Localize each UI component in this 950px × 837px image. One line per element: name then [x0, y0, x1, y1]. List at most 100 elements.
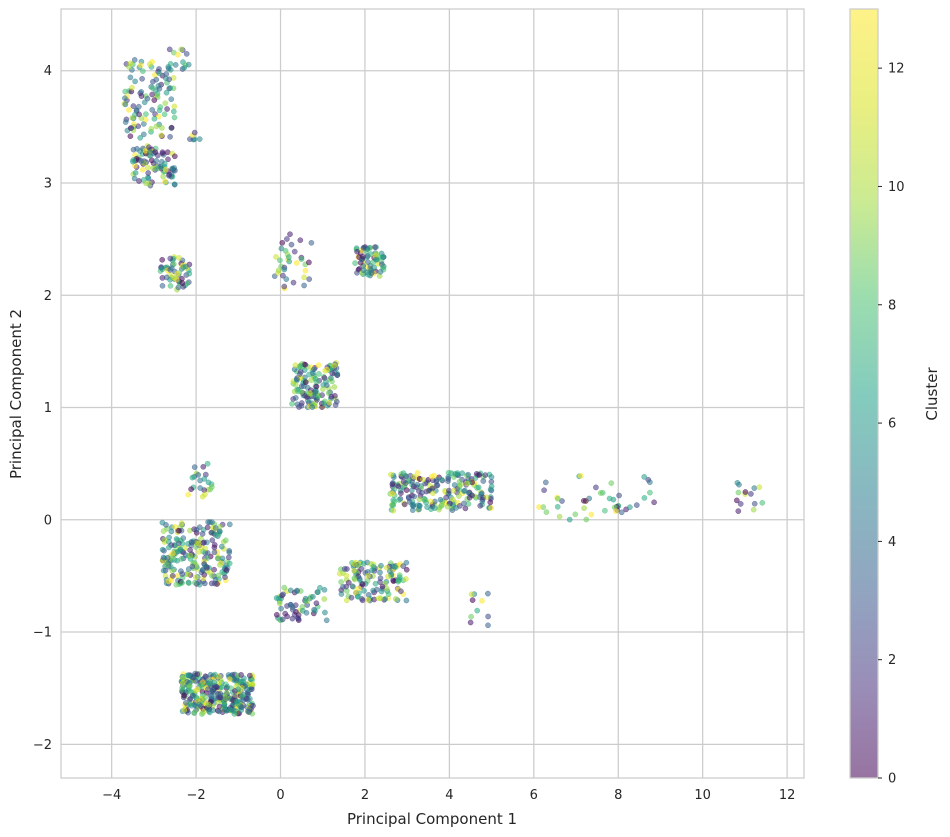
scatter-point	[338, 591, 345, 597]
scatter-point	[280, 272, 286, 279]
scatter-point	[348, 594, 355, 601]
scatter-point	[302, 267, 309, 274]
scatter-point	[246, 672, 253, 679]
scatter-point	[235, 686, 241, 693]
scatter-point	[338, 579, 344, 585]
scatter-point	[293, 260, 300, 266]
scatter-point	[196, 581, 203, 588]
scatter-point	[191, 709, 198, 716]
scatter-point	[554, 495, 561, 502]
scatter-point	[372, 244, 378, 250]
scatter-point	[597, 490, 604, 496]
x-tick-labels: −4 −2 0 2 4 6 8 10 12	[102, 788, 795, 803]
scatter-point	[414, 470, 421, 476]
scatter-point	[222, 695, 229, 702]
x-tick-label: 12	[779, 788, 796, 803]
colorbar-tick-label: 12	[888, 62, 905, 77]
scatter-point	[403, 597, 410, 604]
scatter-point	[191, 129, 198, 136]
y-tick-label: 0	[44, 513, 52, 528]
colorbar-gradient	[850, 9, 878, 778]
scatter-point	[207, 692, 214, 699]
scatter-point	[389, 490, 396, 497]
scatter-point	[577, 472, 584, 479]
scatter-point	[430, 490, 436, 497]
scatter-point	[302, 379, 309, 386]
scatter-point	[385, 573, 391, 580]
scatter-point	[298, 400, 305, 406]
scatter-point	[166, 544, 172, 551]
scatter-point	[215, 572, 222, 579]
scatter-point	[278, 605, 284, 612]
scatter-point	[313, 383, 320, 390]
scatter-point	[468, 613, 474, 620]
scatter-point	[450, 496, 456, 503]
scatter-point	[173, 581, 180, 588]
scatter-point	[168, 124, 175, 131]
scatter-point	[201, 562, 208, 569]
scatter-point	[285, 254, 292, 260]
scatter-point	[233, 698, 240, 705]
scatter-point	[279, 616, 286, 623]
scatter-point	[283, 276, 290, 282]
scatter-point	[271, 273, 278, 280]
scatter-point	[641, 474, 648, 480]
scatter-point	[451, 482, 458, 488]
scatter-point	[536, 504, 542, 510]
scatter-point	[131, 175, 138, 182]
scatter-point	[212, 671, 218, 678]
scatter-point	[284, 613, 290, 620]
scatter-point	[178, 46, 185, 53]
scatter-point	[370, 587, 377, 594]
scatter-point	[289, 606, 296, 613]
y-tick-label: 4	[44, 64, 52, 79]
scatter-point	[424, 504, 430, 510]
colorbar-tick-labels: 0 2 4 6 8 10 12	[878, 62, 905, 787]
scatter-point	[159, 519, 166, 526]
scatter-point	[377, 569, 383, 576]
x-tick-label: 8	[614, 788, 622, 803]
scatter-point	[193, 526, 200, 533]
colorbar-frame	[849, 8, 879, 779]
scatter-point	[380, 264, 386, 271]
scatter-point	[238, 672, 244, 678]
scatter-point	[431, 505, 438, 511]
scatter-point	[202, 491, 208, 498]
scatter-point	[469, 597, 476, 603]
scatter-point	[165, 65, 172, 72]
scatter-point	[139, 166, 146, 173]
scatter-point	[287, 601, 294, 608]
scatter-point	[400, 470, 407, 477]
scatter-point	[129, 115, 136, 121]
scatter-point	[593, 484, 599, 491]
scatter-point	[735, 508, 742, 514]
scatter-point	[414, 481, 421, 488]
scatter-point	[360, 244, 367, 251]
scatter-point	[322, 609, 328, 616]
scatter-point	[273, 611, 280, 618]
scatter-point	[226, 560, 233, 567]
scatter-point	[176, 527, 182, 534]
scatter-point	[313, 600, 320, 607]
x-tick-label: 10	[694, 788, 711, 803]
scatter-point	[128, 125, 135, 131]
scatter-point	[410, 502, 417, 508]
scatter-point	[149, 107, 156, 113]
scatter-point	[162, 178, 168, 185]
scatter-point	[309, 404, 316, 410]
scatter-point	[566, 516, 573, 523]
scatter-point	[180, 535, 187, 541]
scatter-point	[395, 483, 402, 490]
scatter-point	[368, 270, 375, 276]
scatter-point	[211, 580, 218, 587]
scatter-point	[163, 89, 170, 96]
scatter-point	[172, 523, 178, 530]
scatter-point	[396, 574, 403, 581]
scatter-point	[211, 566, 217, 573]
scatter-point	[179, 571, 186, 577]
scatter-point	[556, 513, 563, 520]
scatter-point	[464, 480, 470, 487]
scatter-point	[180, 264, 187, 271]
scatter-point	[122, 88, 129, 95]
scatter-point	[344, 566, 350, 572]
